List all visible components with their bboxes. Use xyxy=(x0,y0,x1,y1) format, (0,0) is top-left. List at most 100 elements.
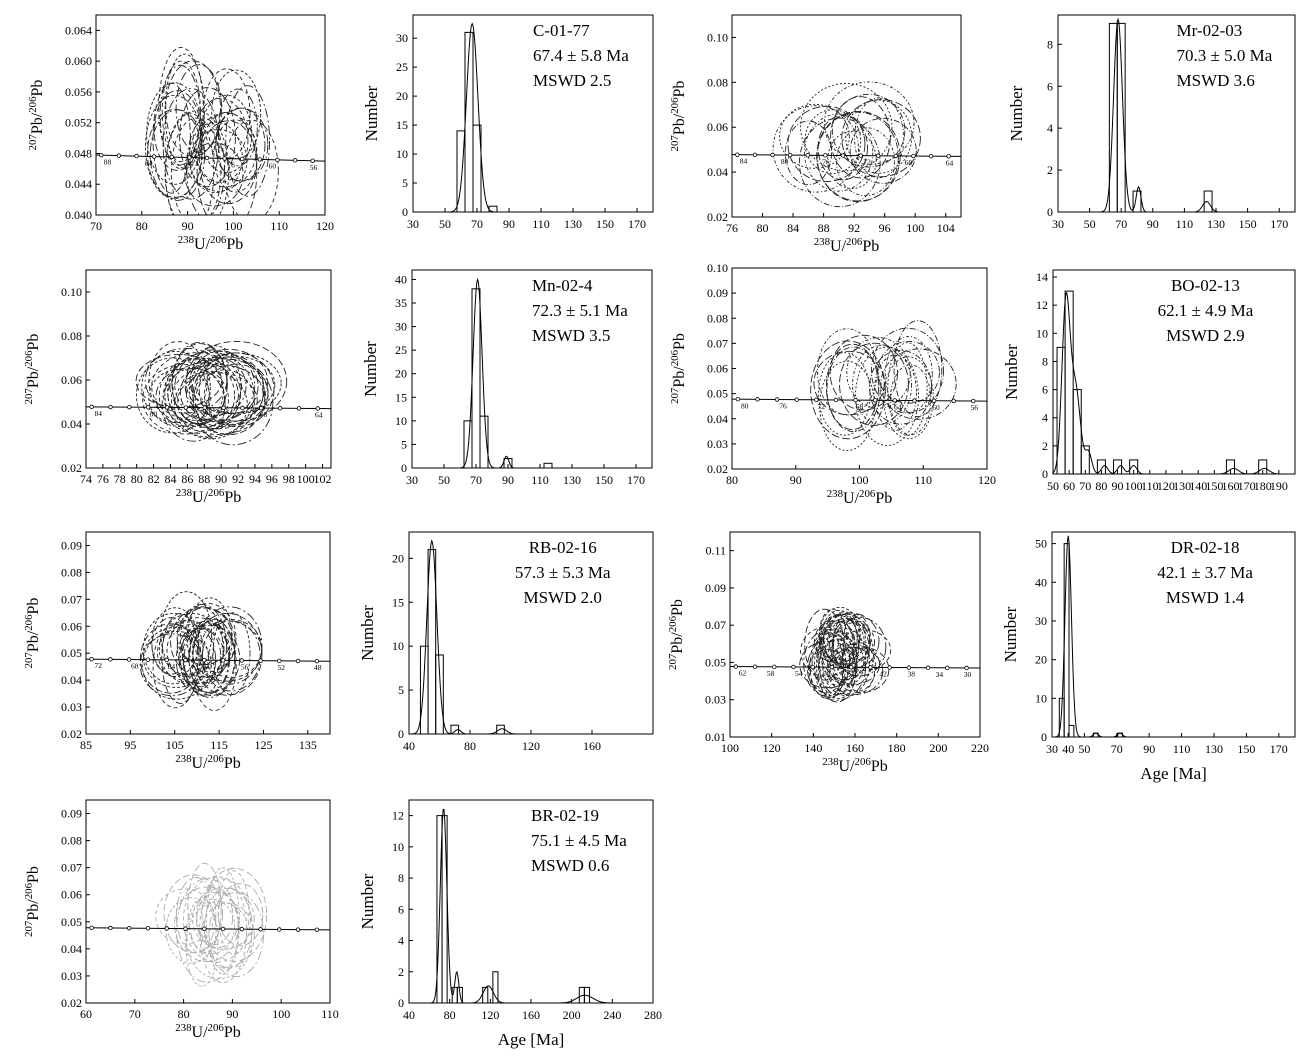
error-ellipse xyxy=(825,343,879,430)
sample-age: 42.1 ± 3.7 Ma xyxy=(1157,563,1253,582)
concordia-age-label: 48 xyxy=(314,663,322,672)
x-tick-label: 96 xyxy=(266,472,278,486)
error-ellipse xyxy=(803,629,856,698)
error-ellipse xyxy=(155,367,226,428)
error-ellipse xyxy=(826,346,881,433)
concordia-plot-DR-02-18: 100 120 140 160 180 200 220 0.01 0.03 0.05 0.07 0.0… xyxy=(667,531,989,775)
error-ellipse xyxy=(831,622,875,686)
concordia-age-marker xyxy=(893,153,899,159)
concordia-curve xyxy=(731,398,988,402)
concordia-age-marker xyxy=(733,664,738,669)
x-tick-label: 98 xyxy=(283,472,295,486)
concordia-curve xyxy=(729,666,981,669)
y-tick-label: 2 xyxy=(398,965,404,979)
error-ellipse xyxy=(884,335,933,413)
error-ellipse xyxy=(843,614,870,661)
y-axis-label: 207Pb/206Pb xyxy=(27,80,46,151)
plot-frame xyxy=(85,799,331,1004)
error-ellipse xyxy=(873,354,917,431)
y-tick-label: 0.08 xyxy=(61,565,82,579)
error-ellipse xyxy=(164,351,255,438)
concordia-age-marker xyxy=(202,926,207,932)
error-ellipse xyxy=(827,647,884,695)
x-tick-label: 80 xyxy=(726,473,738,487)
x-tick-label: 70 xyxy=(1111,742,1123,756)
y-tick-label: 35 xyxy=(395,296,407,310)
error-ellipse xyxy=(170,117,222,215)
y-tick-label: 0.03 xyxy=(61,969,82,983)
error-ellipse xyxy=(800,82,893,172)
x-tick-label: 150 xyxy=(1239,217,1257,231)
concordia-age-label: 64 xyxy=(894,402,902,411)
concordia-age-label: 54 xyxy=(795,669,803,678)
concordia-age-marker xyxy=(164,657,169,663)
concordia-age-marker xyxy=(277,658,282,664)
concordia-age-label: 80 xyxy=(781,157,789,166)
x-tick-label: 280 xyxy=(644,1008,662,1022)
concordia-age-marker xyxy=(853,397,858,403)
x-tick-label: 200 xyxy=(563,1008,581,1022)
error-ellipse xyxy=(186,901,253,980)
y-tick-label: 0 xyxy=(1042,467,1048,481)
sample-mswd: MSWD 3.6 xyxy=(1177,71,1255,90)
concordia-age-marker xyxy=(752,664,758,669)
concordia-age-marker xyxy=(296,406,302,411)
histogram-bar xyxy=(1080,445,1090,475)
error-ellipses xyxy=(139,591,263,711)
concordia-age-marker xyxy=(770,152,775,158)
error-ellipse xyxy=(819,360,875,452)
concordia-age-marker xyxy=(931,398,937,403)
concordia-age-marker xyxy=(222,156,227,161)
error-ellipse xyxy=(827,628,867,687)
concordia-age-label: 76 xyxy=(227,161,235,170)
error-ellipse xyxy=(191,354,265,426)
concordia-age-marker xyxy=(829,664,835,670)
probability-density-curve xyxy=(409,539,653,735)
error-ellipse xyxy=(772,105,859,193)
y-tick-label: 0.06 xyxy=(61,619,82,633)
error-ellipse xyxy=(177,372,258,430)
concordia-age-marker xyxy=(872,398,878,403)
error-ellipse xyxy=(217,870,250,955)
error-ellipse xyxy=(827,620,865,662)
x-tick-label: 240 xyxy=(603,1008,621,1022)
x-axis-label: Age [Ma] xyxy=(1140,764,1207,783)
x-tick-label: 50 xyxy=(1084,217,1096,231)
y-tick-label: 0 xyxy=(401,461,407,475)
x-tick-label: 105 xyxy=(166,738,184,752)
concordia-age-label: 56 xyxy=(241,663,249,672)
error-ellipse xyxy=(224,119,279,215)
concordia-age-label: 84 xyxy=(145,158,153,167)
y-tick-label: 0.06 xyxy=(707,120,728,134)
error-ellipse xyxy=(830,96,891,179)
y-tick-label: 0 xyxy=(398,727,404,741)
error-ellipse xyxy=(144,347,228,414)
y-tick-label: 0.06 xyxy=(61,888,82,902)
plot-frame xyxy=(731,267,988,470)
y-tick-label: 0.04 xyxy=(707,165,728,179)
histogram-bar xyxy=(482,986,489,1004)
x-tick-label: 90 xyxy=(1112,479,1124,493)
sample-name: BR-02-19 xyxy=(531,806,599,825)
sample-name: Mn-02-4 xyxy=(532,276,593,295)
probability-density-curve xyxy=(413,22,653,213)
error-ellipse xyxy=(187,862,222,954)
x-tick-label: 92 xyxy=(848,221,860,235)
x-tick-label: 110 xyxy=(1173,742,1191,756)
error-ellipse xyxy=(192,612,263,696)
concordia-age-marker xyxy=(116,153,122,158)
y-tick-label: 0.07 xyxy=(705,618,726,632)
x-tick-label: 76 xyxy=(726,221,738,235)
sample-mswd: MSWD 2.5 xyxy=(533,71,611,90)
y-tick-label: 15 xyxy=(392,595,404,609)
x-tick-label: 70 xyxy=(471,217,483,231)
concordia-age-marker xyxy=(774,397,780,402)
histogram-bar xyxy=(1056,346,1066,475)
y-tick-label: 15 xyxy=(395,390,407,404)
error-ellipse xyxy=(141,351,211,424)
x-tick-label: 90 xyxy=(790,473,802,487)
error-ellipse xyxy=(200,94,253,174)
x-tick-label: 130 xyxy=(564,217,582,231)
x-tick-label: 110 xyxy=(270,219,288,233)
concordia-plot-BR-02-19: 60 70 80 90 100 110 0.02 0.03 0.04 0.05 0.06 0.07 0.… xyxy=(23,799,339,1041)
